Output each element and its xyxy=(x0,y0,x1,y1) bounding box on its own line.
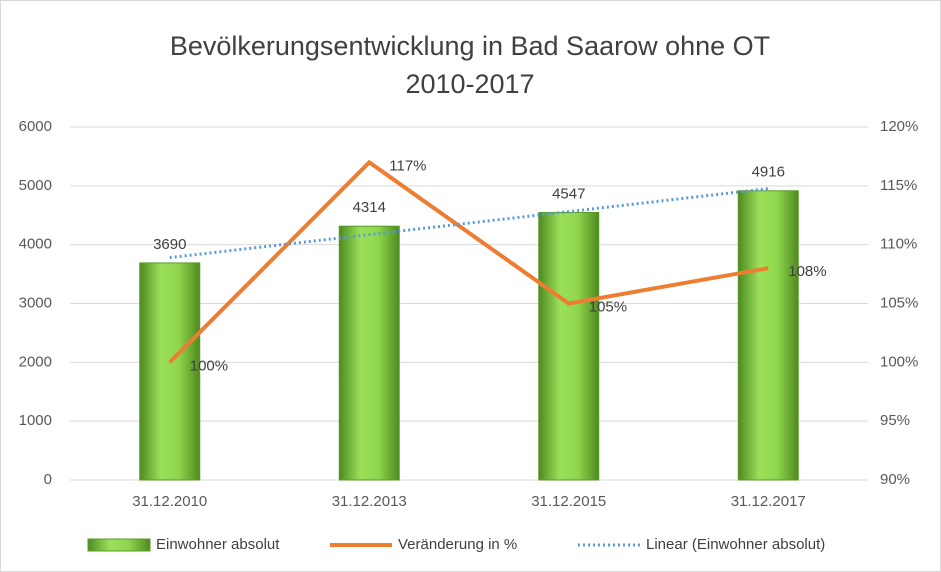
line-label: 108% xyxy=(788,263,826,280)
chart-title: Bevölkerungsentwicklung in Bad Saarow oh… xyxy=(170,31,770,61)
bar xyxy=(338,225,400,481)
y2-tick-label: 105% xyxy=(880,294,918,311)
x-tick-label: 31.12.2017 xyxy=(731,493,806,510)
y-tick-label: 2000 xyxy=(19,353,52,370)
y-tick-label: 6000 xyxy=(19,118,52,135)
line-label: 100% xyxy=(190,357,228,374)
bar-label: 4547 xyxy=(552,185,585,202)
y-tick-label: 1000 xyxy=(19,412,52,429)
legend-label: Einwohner absolut xyxy=(156,536,280,553)
y-tick-label: 4000 xyxy=(19,236,52,253)
x-tick-label: 31.12.2013 xyxy=(332,493,407,510)
y2-tick-label: 115% xyxy=(880,177,917,194)
legend-swatch xyxy=(87,538,151,552)
legend-label: Veränderung in % xyxy=(398,536,517,553)
bar xyxy=(737,190,799,481)
bar xyxy=(139,262,201,481)
y-tick-label: 5000 xyxy=(19,177,52,194)
y-tick-label: 3000 xyxy=(19,294,52,311)
y2-tick-label: 120% xyxy=(880,118,918,135)
y-tick-label: 0 xyxy=(44,471,52,488)
y2-tick-label: 110% xyxy=(880,236,917,253)
y2-tick-label: 90% xyxy=(880,471,910,488)
x-tick-label: 31.12.2015 xyxy=(531,493,606,510)
legend-label: Linear (Einwohner absolut) xyxy=(646,536,825,553)
trend-line xyxy=(169,187,769,260)
line xyxy=(168,159,769,364)
bar xyxy=(538,211,600,481)
y2-tick-label: 100% xyxy=(880,353,918,370)
line-label: 117% xyxy=(389,157,426,174)
bar-label: 4314 xyxy=(353,199,386,216)
bar-label: 4916 xyxy=(752,164,785,181)
chart-subtitle: 2010-2017 xyxy=(405,69,534,99)
bar-label: 3690 xyxy=(153,236,186,253)
x-tick-label: 31.12.2010 xyxy=(132,493,207,510)
line-label: 105% xyxy=(589,298,627,315)
y2-tick-label: 95% xyxy=(880,412,910,429)
